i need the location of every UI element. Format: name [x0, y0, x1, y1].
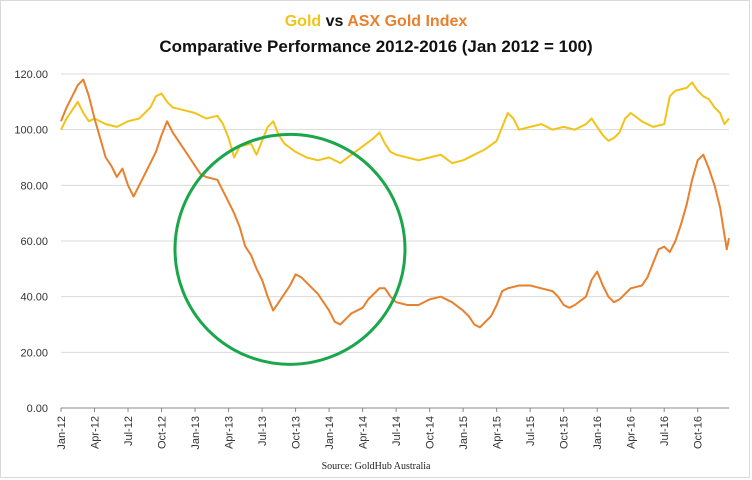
- annotations: [173, 132, 407, 366]
- x-tick-label: Jul-12: [123, 416, 135, 446]
- x-tick-label: Jul-16: [659, 416, 671, 446]
- y-tick-label: 120.00: [14, 69, 48, 81]
- x-tick-label: Jan-16: [592, 416, 604, 450]
- y-axis-ticks: 0.00 20.00 40.00 60.00 80.00 100.00 120.00: [14, 69, 48, 415]
- x-tick-label: Jul-14: [391, 416, 403, 446]
- x-tick-label: Oct-13: [291, 416, 303, 449]
- highlight-circle: [173, 132, 407, 366]
- x-tick-label: Oct-14: [425, 416, 437, 449]
- series-line-asx-gold-index: [60, 78, 730, 329]
- title-series-asx: ASX Gold Index: [347, 13, 468, 30]
- x-tick-label: Jan-14: [324, 416, 336, 450]
- y-tick-label: 100.00: [14, 125, 48, 137]
- x-tick-label: Jul-13: [257, 416, 269, 446]
- x-tick-label: Jul-15: [525, 416, 537, 446]
- x-tick-label: Apr-13: [224, 416, 236, 449]
- x-tick-label: Oct-12: [157, 416, 169, 449]
- x-tick-label: Jan-13: [190, 416, 202, 450]
- x-tick-label: Apr-14: [358, 416, 370, 449]
- x-tick-label: Jan-12: [56, 416, 68, 450]
- y-tick-label: 20.00: [20, 347, 48, 359]
- x-tick-label: Apr-15: [492, 416, 504, 449]
- y-tick-label: 40.00: [20, 292, 48, 304]
- x-tick-label: Oct-16: [693, 416, 705, 449]
- title-connector: vs: [321, 13, 348, 30]
- series-line-gold: [60, 81, 730, 165]
- series-lines: [60, 78, 730, 329]
- y-tick-label: 60.00: [20, 236, 48, 248]
- x-axis-ticks: Jan-12 Apr-12 Jul-12 Oct-12 Jan-13 Apr-13 Jul-…: [56, 408, 705, 450]
- y-tick-label: 80.00: [20, 180, 48, 192]
- x-tick-label: Apr-16: [626, 416, 638, 449]
- chart-title: Gold vs ASX Gold Index: [0, 13, 752, 31]
- y-tick-label: 0.00: [27, 403, 48, 415]
- x-tick-label: Apr-12: [90, 416, 102, 449]
- gridlines: [61, 73, 729, 409]
- x-tick-label: Oct-15: [559, 416, 571, 449]
- chart-subtitle: Comparative Performance 2012-2016 (Jan 2…: [159, 37, 593, 56]
- x-tick-label: Jan-15: [458, 416, 470, 450]
- title-series-gold: Gold: [284, 13, 322, 30]
- source-note: Source: GoldHub Australia: [321, 461, 431, 472]
